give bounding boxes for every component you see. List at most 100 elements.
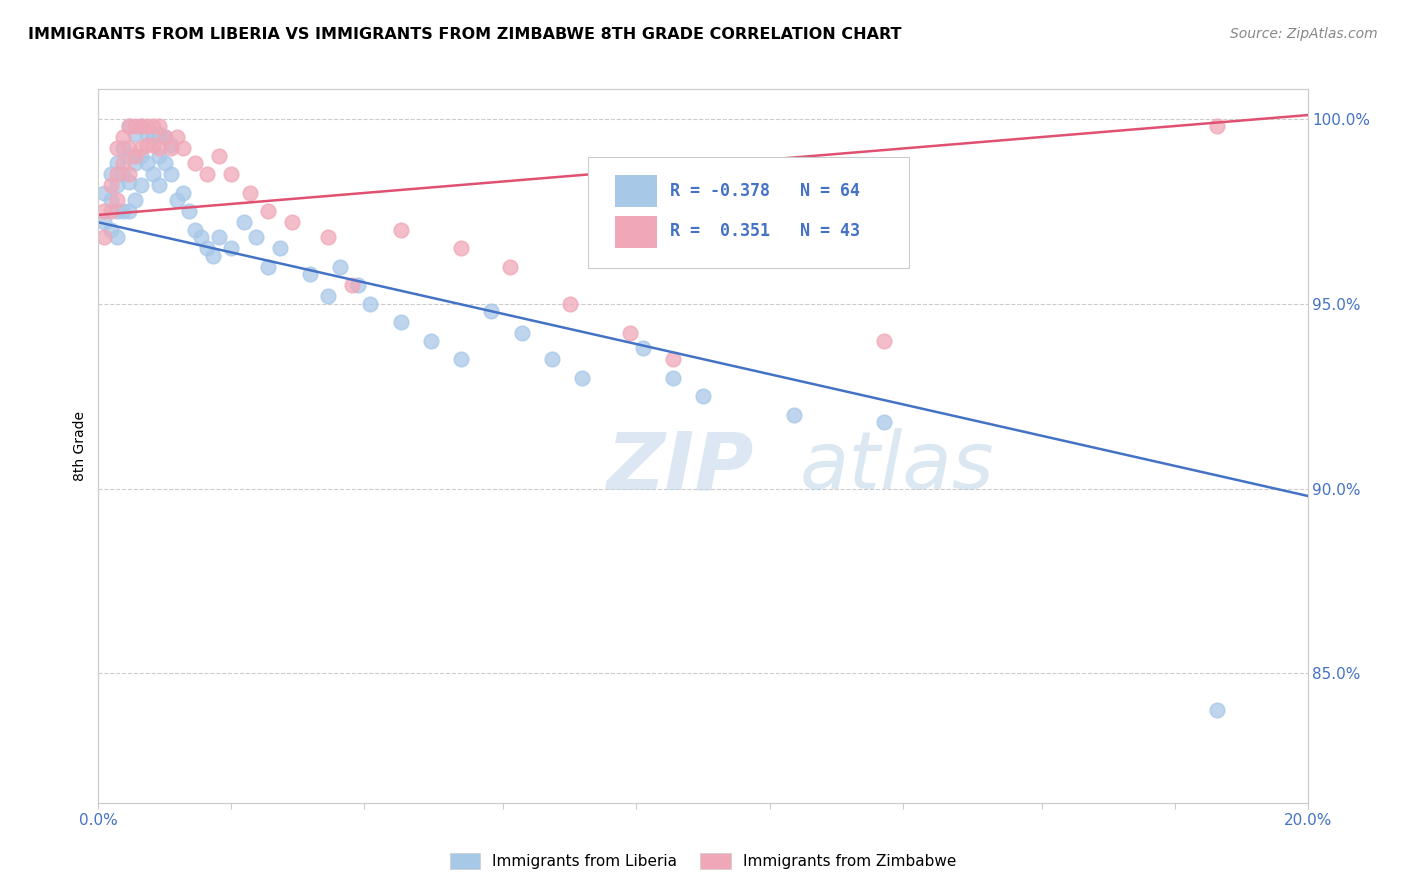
Point bbox=[256, 260, 278, 274]
Point bbox=[172, 186, 194, 200]
Point bbox=[347, 278, 370, 293]
Point bbox=[873, 334, 896, 348]
Point bbox=[105, 193, 128, 207]
Point bbox=[148, 149, 170, 163]
Point bbox=[142, 167, 165, 181]
Point bbox=[100, 167, 122, 181]
Point bbox=[129, 141, 152, 155]
Point bbox=[142, 130, 165, 145]
Point bbox=[135, 156, 157, 170]
Point bbox=[269, 241, 291, 255]
Point bbox=[129, 149, 152, 163]
Point bbox=[172, 141, 194, 155]
Point bbox=[105, 156, 128, 170]
Point bbox=[100, 193, 122, 207]
Point bbox=[105, 230, 128, 244]
Point bbox=[450, 241, 472, 255]
Point bbox=[118, 204, 141, 219]
Point bbox=[662, 370, 685, 384]
Point bbox=[124, 193, 146, 207]
Point bbox=[1206, 119, 1229, 133]
Point bbox=[111, 204, 134, 219]
Point bbox=[316, 230, 339, 244]
Point bbox=[148, 119, 170, 133]
Point bbox=[111, 156, 134, 170]
Point bbox=[160, 167, 183, 181]
Point bbox=[118, 149, 141, 163]
Point bbox=[329, 260, 352, 274]
Point bbox=[105, 178, 128, 193]
Point bbox=[148, 141, 170, 155]
Point bbox=[135, 127, 157, 141]
Point bbox=[281, 215, 304, 229]
Point bbox=[498, 260, 520, 274]
Point bbox=[540, 352, 562, 367]
Point bbox=[571, 370, 593, 384]
Point bbox=[160, 137, 183, 152]
Text: Source: ZipAtlas.com: Source: ZipAtlas.com bbox=[1230, 27, 1378, 41]
Point bbox=[100, 223, 122, 237]
Point bbox=[124, 119, 146, 133]
Point bbox=[190, 230, 212, 244]
Point bbox=[93, 186, 115, 200]
Point bbox=[93, 204, 115, 219]
Point bbox=[195, 241, 218, 255]
Point bbox=[111, 141, 134, 155]
FancyBboxPatch shape bbox=[614, 175, 657, 207]
Point bbox=[316, 289, 339, 303]
Point bbox=[93, 215, 115, 229]
Point bbox=[221, 167, 243, 181]
Point bbox=[619, 326, 641, 341]
Point bbox=[481, 304, 503, 318]
Point bbox=[692, 389, 714, 403]
Point bbox=[148, 127, 170, 141]
Point bbox=[105, 141, 128, 155]
Point bbox=[124, 149, 146, 163]
Point bbox=[239, 186, 262, 200]
Point bbox=[221, 241, 243, 255]
Point bbox=[118, 119, 141, 133]
Point bbox=[111, 130, 134, 145]
Point bbox=[129, 119, 152, 133]
Point bbox=[783, 408, 806, 422]
Point bbox=[208, 230, 231, 244]
Point bbox=[342, 278, 364, 293]
Point bbox=[166, 130, 188, 145]
Point bbox=[558, 296, 581, 310]
Point bbox=[124, 156, 146, 170]
FancyBboxPatch shape bbox=[588, 157, 908, 268]
Point bbox=[129, 178, 152, 193]
Text: R =  0.351   N = 43: R = 0.351 N = 43 bbox=[671, 222, 860, 240]
Text: ZIP: ZIP bbox=[606, 428, 754, 507]
Point bbox=[153, 156, 176, 170]
Point bbox=[111, 167, 134, 181]
Point bbox=[389, 315, 412, 329]
Point bbox=[179, 204, 201, 219]
Point bbox=[124, 127, 146, 141]
Point bbox=[142, 137, 165, 152]
Point bbox=[510, 326, 533, 341]
Point bbox=[1206, 703, 1229, 717]
Point bbox=[118, 167, 141, 181]
Point bbox=[202, 249, 225, 263]
Point bbox=[184, 223, 207, 237]
Point bbox=[184, 156, 207, 170]
Point bbox=[153, 130, 176, 145]
Point bbox=[118, 175, 141, 189]
Point bbox=[142, 119, 165, 133]
Point bbox=[208, 149, 231, 163]
FancyBboxPatch shape bbox=[614, 216, 657, 248]
Point bbox=[256, 204, 278, 219]
Point bbox=[160, 141, 183, 155]
Point bbox=[166, 193, 188, 207]
Point bbox=[135, 119, 157, 133]
Point bbox=[100, 178, 122, 193]
Point bbox=[93, 230, 115, 244]
Point bbox=[118, 141, 141, 155]
Text: IMMIGRANTS FROM LIBERIA VS IMMIGRANTS FROM ZIMBABWE 8TH GRADE CORRELATION CHART: IMMIGRANTS FROM LIBERIA VS IMMIGRANTS FR… bbox=[28, 27, 901, 42]
Point bbox=[662, 352, 685, 367]
Point bbox=[105, 204, 128, 219]
Point bbox=[245, 230, 267, 244]
Point bbox=[420, 334, 443, 348]
Point bbox=[100, 204, 122, 219]
